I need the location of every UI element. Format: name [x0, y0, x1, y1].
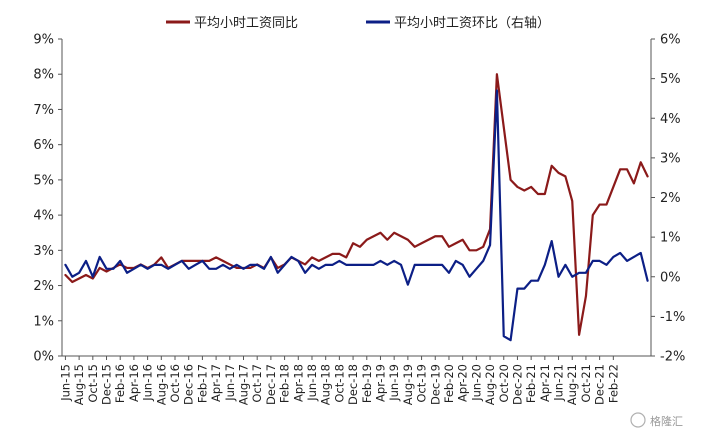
x-tick-label: Feb-21 — [524, 364, 538, 403]
x-tick-label: Apr-19 — [373, 364, 387, 402]
y-right-tick-label: -1% — [660, 310, 685, 325]
x-tick-label: Apr-18 — [291, 364, 305, 402]
y-right-tick-label: 1% — [660, 231, 681, 246]
x-tick-label: Feb-19 — [360, 364, 374, 403]
plot-lines — [64, 73, 649, 342]
x-tick-label: Oct-20 — [497, 364, 511, 403]
watermark-text: 格隆汇 — [650, 414, 683, 428]
x-tick-label: Oct-19 — [415, 364, 429, 403]
x-tick-label: Jun-17 — [223, 364, 237, 402]
x-tick-label: Oct-18 — [332, 364, 346, 403]
x-tick-label: Oct-21 — [579, 364, 593, 403]
x-tick-label: Dec-15 — [100, 364, 114, 405]
x-tick-label: Aug-15 — [72, 364, 86, 405]
x-tick-label: Feb-20 — [442, 364, 456, 403]
x-tick-label: Feb-22 — [606, 364, 620, 403]
legend: 平均小时工资同比 平均小时工资环比（右轴） — [166, 16, 550, 31]
x-tick-label: Oct-16 — [168, 364, 182, 403]
x-tick-label: Apr-20 — [456, 364, 470, 402]
y-left-tick-label: 0% — [33, 350, 54, 365]
y-left-tick-label: 2% — [33, 279, 54, 294]
x-tick-label: Jun-18 — [305, 364, 319, 402]
x-tick-label: Aug-17 — [236, 364, 250, 405]
x-tick-label: Aug-16 — [154, 364, 168, 405]
x-tick-label: Aug-20 — [483, 364, 497, 405]
x-tick-label: Dec-20 — [510, 364, 524, 405]
legend-label-yoy: 平均小时工资同比 — [194, 16, 298, 31]
x-tick-label: Dec-17 — [264, 364, 278, 405]
x-tick-label: Jun-15 — [58, 364, 72, 402]
series-line-yoy — [64, 73, 649, 336]
y-right-tick-label: 0% — [660, 270, 681, 285]
x-tick-label: Jun-21 — [552, 364, 566, 402]
y-left-tick-label: 1% — [33, 314, 54, 329]
y-right-tick-label: 4% — [660, 112, 681, 127]
x-tick-label: Apr-21 — [538, 364, 552, 402]
x-tick-label: Aug-18 — [319, 364, 333, 405]
x-tick-label: Aug-19 — [401, 364, 415, 405]
x-tick-label: Dec-19 — [428, 364, 442, 405]
y-right-tick-label: 2% — [660, 191, 681, 206]
y-left-tick-label: 6% — [33, 138, 54, 153]
x-tick-label: Oct-15 — [86, 364, 100, 403]
y-left-tick-label: 7% — [33, 103, 54, 118]
y-left-tick-label: 9% — [33, 33, 54, 48]
watermark: 格隆汇 — [630, 412, 683, 428]
x-tick-label: Apr-17 — [209, 364, 223, 402]
y-left-tick-label: 5% — [33, 173, 54, 188]
y-right-tick-label: -2% — [660, 350, 685, 365]
y-right-tick-label: 3% — [660, 151, 681, 166]
x-tick-label: Dec-21 — [593, 364, 607, 405]
y-right-tick-label: 5% — [660, 72, 681, 87]
x-tick-label: Feb-16 — [113, 364, 127, 403]
x-tick-label: Dec-16 — [182, 364, 196, 405]
x-tick-label: Oct-17 — [250, 364, 264, 403]
watermark-logo-icon — [630, 412, 646, 428]
x-tick-label: Jun-16 — [141, 364, 155, 402]
legend-label-mom: 平均小时工资环比（右轴） — [394, 16, 550, 31]
x-tick-label: Jun-19 — [387, 364, 401, 402]
x-tick-label: Dec-18 — [346, 364, 360, 405]
y-right-tick-label: 6% — [660, 33, 681, 48]
y-left-tick-label: 4% — [33, 209, 54, 224]
x-tick-label: Feb-18 — [278, 364, 292, 403]
x-tick-label: Feb-17 — [195, 364, 209, 403]
x-tick-label: Jun-20 — [469, 364, 483, 402]
x-tick-label: Aug-21 — [565, 364, 579, 405]
series-line-mom — [64, 89, 649, 342]
y-left-tick-label: 3% — [33, 244, 54, 259]
x-tick-label: Apr-16 — [127, 364, 141, 402]
axes: 0% 1% 2% 3% 4% 5% 6% 7% 8% 9% -2% -1% 0% 1% 2% 3% 4% 5% 6%… — [33, 33, 685, 406]
y-left-tick-label: 8% — [33, 68, 54, 83]
